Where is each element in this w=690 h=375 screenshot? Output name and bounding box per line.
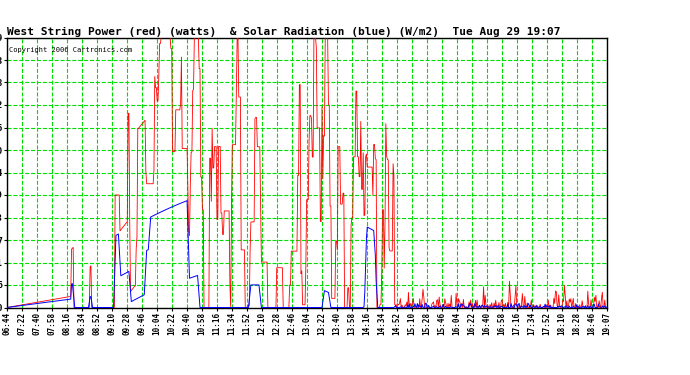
Text: Copyright 2006 Cartronics.com: Copyright 2006 Cartronics.com — [9, 47, 132, 53]
Text: West String Power (red) (watts)  & Solar Radiation (blue) (W/m2)  Tue Aug 29 19:: West String Power (red) (watts) & Solar … — [7, 27, 560, 37]
